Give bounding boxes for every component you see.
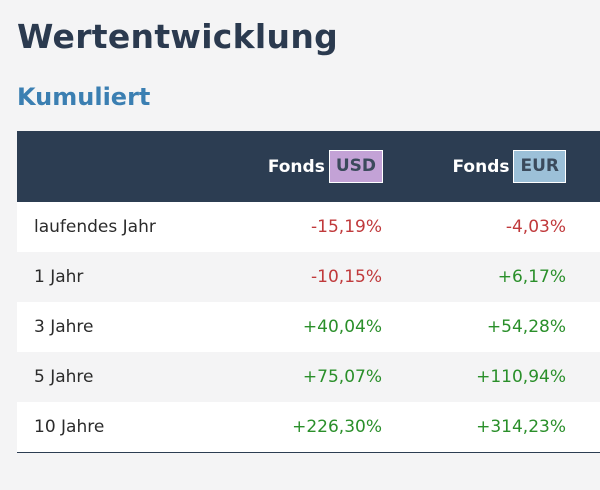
usd-value: +40,04% (302, 317, 382, 337)
eur-value: +110,94% (476, 367, 566, 387)
table-row: 5 Jahre +75,07% +110,94% (17, 352, 600, 402)
row-label: 5 Jahre (34, 367, 94, 387)
row-label: 3 Jahre (34, 317, 94, 337)
eur-value: +314,23% (476, 417, 566, 437)
usd-badge: USD (328, 150, 383, 183)
row-label: 10 Jahre (34, 417, 105, 437)
usd-value: -15,19% (311, 217, 382, 237)
table-row: 1 Jahr -10,15% +6,17% (17, 252, 600, 302)
header-fonds-usd: Fonds USD (268, 131, 383, 202)
performance-table: Fonds USD Fonds EUR laufendes Jahr -15,1… (17, 131, 600, 453)
table-row: 10 Jahre +226,30% +314,23% (17, 402, 600, 452)
eur-value: +6,17% (497, 267, 566, 287)
eur-badge: EUR (513, 150, 566, 183)
page-title: Wertentwicklung (17, 17, 339, 56)
usd-value: +226,30% (292, 417, 382, 437)
row-label: laufendes Jahr (34, 217, 156, 237)
table-header: Fonds USD Fonds EUR (17, 131, 600, 202)
table-row: 3 Jahre +40,04% +54,28% (17, 302, 600, 352)
header-eur-label: Fonds (452, 156, 510, 177)
row-label: 1 Jahr (34, 267, 84, 287)
eur-value: -4,03% (505, 217, 566, 237)
section-subtitle: Kumuliert (17, 83, 151, 111)
header-fonds-eur: Fonds EUR (452, 131, 566, 202)
header-usd-label: Fonds (267, 156, 325, 177)
usd-value: +75,07% (302, 367, 382, 387)
table-bottom-divider (17, 452, 600, 453)
table-body: laufendes Jahr -15,19% -4,03% 1 Jahr -10… (17, 202, 600, 452)
table-row: laufendes Jahr -15,19% -4,03% (17, 202, 600, 252)
usd-value: -10,15% (311, 267, 382, 287)
eur-value: +54,28% (486, 317, 566, 337)
